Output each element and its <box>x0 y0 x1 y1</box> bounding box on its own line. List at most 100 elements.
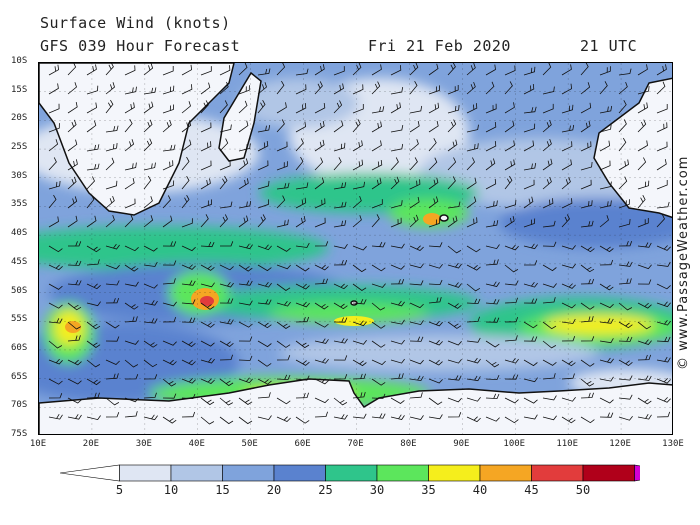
wind-barb <box>295 197 307 209</box>
wind-barb <box>580 200 593 209</box>
wind-barb <box>219 397 233 406</box>
wind-barb <box>390 200 403 209</box>
wind-barb <box>276 321 291 329</box>
wind-barb <box>447 157 457 171</box>
legend-label-20: 20 <box>266 483 282 497</box>
wind-barb <box>200 378 215 384</box>
wind-barb <box>86 194 95 209</box>
wind-barb <box>143 101 154 114</box>
wind-barb <box>333 66 345 76</box>
wind-barb <box>371 413 386 419</box>
wind-barb <box>143 87 157 95</box>
wind-barb <box>238 264 253 272</box>
wind-barb <box>523 359 538 367</box>
wind-barb <box>390 157 399 171</box>
wind-barb <box>580 220 594 228</box>
wind-barb <box>371 264 386 272</box>
wind-barb <box>352 104 364 114</box>
wind-barb <box>599 259 614 266</box>
wind-barb <box>523 281 538 288</box>
wind-barb <box>504 416 519 424</box>
wind-barb <box>67 359 82 366</box>
wind-barb <box>86 102 98 114</box>
wind-barb <box>124 264 139 272</box>
wind-barb <box>542 138 552 152</box>
wind-barb <box>162 215 173 228</box>
wind-barb <box>257 140 269 152</box>
wind-barb <box>257 281 272 288</box>
wind-barb <box>333 100 343 114</box>
wind-barb <box>504 374 519 380</box>
wind-barb <box>580 416 595 424</box>
wind-barb <box>352 359 367 367</box>
wind-barb <box>200 282 215 288</box>
wind-barb <box>181 359 196 366</box>
wind-barb <box>124 302 139 310</box>
wind-barb <box>219 416 234 425</box>
wind-barb <box>637 413 652 420</box>
wind-barb <box>466 298 481 305</box>
wind-map[interactable] <box>38 62 673 435</box>
wind-barb <box>542 63 552 76</box>
wind-barb <box>580 141 592 152</box>
wind-barb <box>200 122 212 133</box>
wind-barb <box>504 316 519 323</box>
wind-barb <box>257 299 272 305</box>
wind-barb <box>466 316 480 323</box>
lat-label-30S: 30S <box>11 170 28 181</box>
wind-barb <box>257 160 269 171</box>
wind-barb <box>200 214 209 228</box>
wind-barb <box>466 143 479 152</box>
wind-barb <box>48 340 63 349</box>
wind-barb <box>580 264 595 273</box>
legend-swatch <box>170 464 223 482</box>
wind-barb <box>105 214 115 228</box>
wind-barb <box>466 375 481 382</box>
lon-label-20E: 20E <box>82 439 100 449</box>
wind-barb <box>409 105 423 114</box>
legend-swatch <box>376 464 429 482</box>
wind-barb <box>48 216 59 228</box>
wind-barb <box>314 81 323 95</box>
wind-barb <box>599 338 614 344</box>
wind-barb <box>295 283 310 290</box>
wind-barb <box>86 144 100 152</box>
wind-barb <box>143 63 154 76</box>
wind-barb <box>637 375 652 381</box>
wind-barb <box>637 180 650 190</box>
wind-barb <box>314 397 329 404</box>
wind-barb <box>48 245 63 253</box>
wind-barb <box>561 141 573 152</box>
wind-barb <box>504 159 515 171</box>
wind-barb <box>485 64 496 76</box>
wind-barb <box>48 139 59 152</box>
wind-barb <box>314 241 329 247</box>
wind-barb <box>599 283 614 291</box>
wind-barb <box>238 178 249 190</box>
wind-barb <box>599 245 614 253</box>
lon-label-70E: 70E <box>347 439 364 449</box>
lat-label-70S: 70S <box>11 400 28 411</box>
lon-label-40E: 40E <box>188 439 205 449</box>
wind-barb <box>238 100 248 114</box>
wind-barb <box>637 140 648 152</box>
wind-barb <box>295 156 304 171</box>
wind-barb <box>447 201 461 209</box>
wind-barb <box>656 104 668 114</box>
wind-barb <box>656 180 668 190</box>
wind-barb <box>238 300 253 306</box>
wind-barb <box>428 157 438 171</box>
wind-barb <box>561 336 576 342</box>
wind-barb <box>409 81 418 95</box>
wind-barb <box>599 412 614 418</box>
wind-barb <box>295 359 310 366</box>
wind-barb <box>466 217 478 228</box>
lon-label-60E: 60E <box>294 439 311 449</box>
wind-barb <box>333 157 342 171</box>
antarctica-land <box>39 378 672 434</box>
wind-barb <box>162 66 174 76</box>
wind-barb <box>599 66 611 76</box>
wind-barb <box>390 125 404 133</box>
wind-barb <box>276 340 291 348</box>
wind-barb <box>314 157 324 171</box>
